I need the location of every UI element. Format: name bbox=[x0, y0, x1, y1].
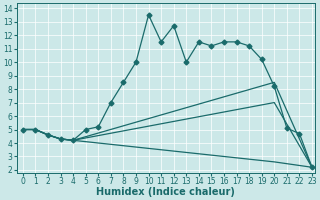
X-axis label: Humidex (Indice chaleur): Humidex (Indice chaleur) bbox=[96, 187, 235, 197]
